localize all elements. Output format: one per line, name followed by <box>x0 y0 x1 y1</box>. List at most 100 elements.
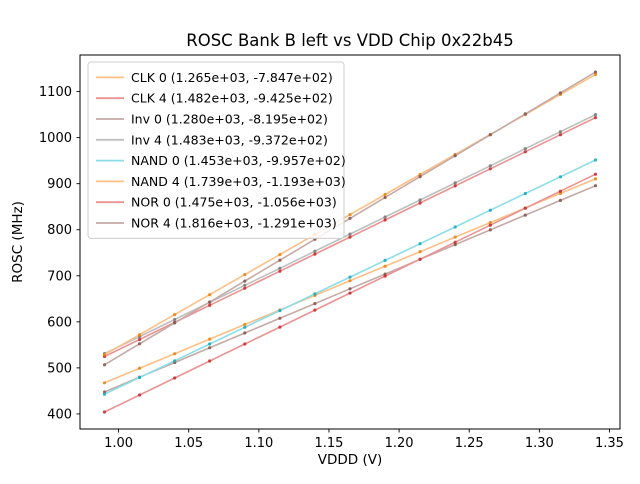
data-point-nand-0 <box>348 275 352 279</box>
legend-label-clk-0: CLK 0 (1.265e+03, -7.847e+02) <box>131 70 333 85</box>
y-tick-label: 700 <box>47 269 72 284</box>
data-point-nand-0 <box>173 359 177 363</box>
data-point-nand-0 <box>102 392 107 396</box>
data-point-inv-4 <box>558 130 563 134</box>
data-point-nor-4 <box>453 154 457 158</box>
data-point-inv-4 <box>313 249 317 253</box>
data-point-inv-4 <box>418 198 422 202</box>
data-point-nor-0 <box>383 274 387 278</box>
data-point-nor-4 <box>243 279 247 283</box>
data-point-nor-0 <box>453 240 457 244</box>
x-tick-label: 1.35 <box>595 436 624 451</box>
data-point-clk-0 <box>383 264 387 268</box>
data-point-nor-0 <box>488 223 492 227</box>
y-tick-label: 1100 <box>39 85 72 100</box>
data-point-clk-4 <box>278 269 282 273</box>
data-point-nand-0 <box>243 325 247 329</box>
data-point-clk-0 <box>348 279 352 283</box>
data-point-nor-4 <box>383 195 387 200</box>
data-point-nand-0 <box>593 158 598 162</box>
data-point-nand-4 <box>383 192 387 197</box>
data-point-inv-4 <box>523 147 527 151</box>
data-point-nand-4 <box>243 273 247 277</box>
data-point-inv-0 <box>453 243 457 247</box>
data-point-nand-4 <box>208 293 212 297</box>
y-tick-label: 800 <box>47 223 72 238</box>
data-point-inv-4 <box>348 232 352 236</box>
data-point-nor-4 <box>558 91 563 95</box>
data-point-clk-4 <box>593 116 598 120</box>
data-point-inv-4 <box>453 181 457 185</box>
legend-label-nand-4: NAND 4 (1.739e+03, -1.193e+03) <box>131 174 346 189</box>
data-point-inv-0 <box>593 184 598 188</box>
data-point-nor-4 <box>208 300 212 304</box>
data-point-clk-4 <box>208 303 212 307</box>
data-point-nor-4 <box>348 216 352 220</box>
x-tick-label: 1.05 <box>174 436 203 451</box>
data-point-clk-4 <box>313 252 317 256</box>
data-point-clk-0 <box>488 221 492 225</box>
legend-label-clk-4: CLK 4 (1.482e+03, -9.425e+02) <box>131 91 333 106</box>
data-point-clk-0 <box>243 322 247 327</box>
data-point-clk-0 <box>173 352 177 356</box>
data-point-nand-4 <box>593 72 598 76</box>
legend-label-nand-0: NAND 0 (1.453e+03, -9.957e+02) <box>131 153 346 168</box>
y-tick-label: 900 <box>47 177 72 192</box>
data-point-nand-0 <box>488 208 492 212</box>
data-point-nor-0 <box>138 393 142 397</box>
data-point-nand-0 <box>418 242 422 246</box>
legend-label-inv-0: Inv 0 (1.280e+03, -8.195e+02) <box>131 112 328 127</box>
data-point-inv-0 <box>488 228 492 232</box>
x-tick-label: 1.00 <box>104 436 133 451</box>
data-point-inv-4 <box>383 215 387 219</box>
data-point-clk-4 <box>453 184 457 188</box>
data-point-nor-0 <box>593 172 598 176</box>
axes-frame <box>79 54 621 430</box>
data-point-nand-0 <box>558 175 563 179</box>
data-point-nand-4 <box>278 253 282 257</box>
x-tick-label: 1.10 <box>244 436 273 451</box>
data-point-inv-0 <box>523 213 527 217</box>
legend-label-nor-0: NOR 0 (1.475e+03, -1.056e+03) <box>131 195 337 210</box>
x-axis-label: VDDD (V) <box>318 452 382 468</box>
data-point-nor-4 <box>523 112 527 116</box>
data-point-inv-0 <box>243 331 247 335</box>
data-point-clk-4 <box>523 150 527 154</box>
data-point-clk-4 <box>383 218 387 222</box>
data-point-clk-0 <box>593 177 598 181</box>
data-point-nor-4 <box>593 70 598 74</box>
y-tick-label: 400 <box>47 407 72 422</box>
data-point-nand-4 <box>138 333 142 337</box>
y-tick-label: 1000 <box>39 131 72 146</box>
data-point-inv-4 <box>173 317 177 322</box>
data-point-inv-4 <box>243 283 247 287</box>
data-point-nand-0 <box>453 225 457 229</box>
data-point-nand-4 <box>348 213 352 217</box>
legend-frame <box>87 61 345 239</box>
x-tick-label: 1.30 <box>525 436 554 451</box>
chart-title: ROSC Bank B left vs VDD Chip 0x22b45 <box>186 31 513 50</box>
data-point-clk-0 <box>102 381 107 385</box>
data-point-clk-4 <box>138 337 142 342</box>
data-point-nand-0 <box>278 309 282 313</box>
data-point-nand-0 <box>208 342 212 346</box>
data-point-nand-4 <box>173 313 177 317</box>
data-point-clk-0 <box>138 366 142 370</box>
legend-label-inv-4: Inv 4 (1.483e+03, -9.372e+02) <box>131 132 328 147</box>
data-point-inv-4 <box>593 113 598 117</box>
data-point-clk-0 <box>453 235 457 239</box>
data-point-nor-4 <box>138 342 142 346</box>
data-point-nor-4 <box>278 258 282 262</box>
data-point-nor-0 <box>523 206 527 210</box>
data-point-inv-0 <box>348 287 352 291</box>
data-point-nand-0 <box>313 292 317 296</box>
data-point-clk-4 <box>488 167 492 171</box>
data-point-nor-0 <box>173 376 177 380</box>
data-point-clk-0 <box>558 191 563 195</box>
data-point-nor-0 <box>348 291 352 295</box>
plot-area: 1.00 1.05 1.10 1.15 1.20 1.25 1.30 1.35 400 500 60… <box>39 54 624 451</box>
data-point-nor-0 <box>418 257 422 261</box>
data-point-nor-0 <box>243 342 247 346</box>
data-point-clk-4 <box>558 133 563 137</box>
